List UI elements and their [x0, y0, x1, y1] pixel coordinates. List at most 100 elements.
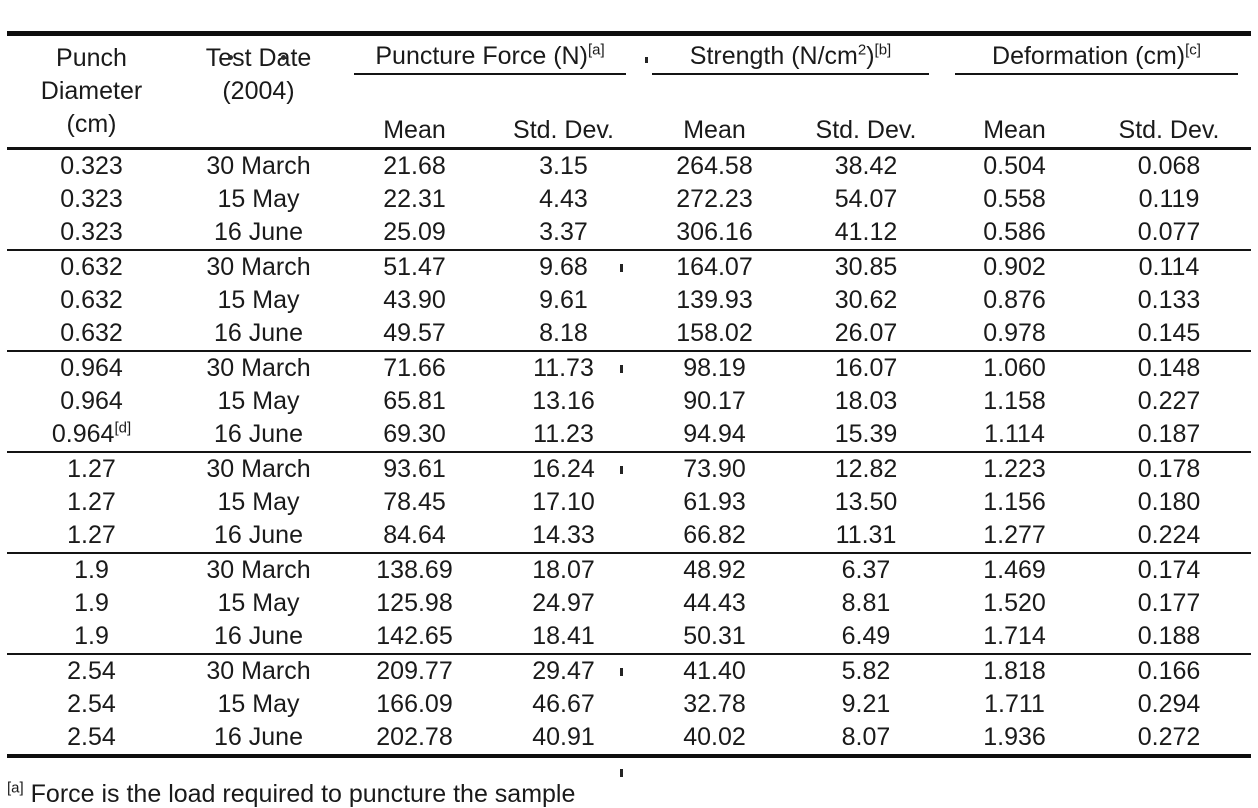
- column-header-test-date: Test Date (2004): [206, 44, 312, 105]
- table-cell: 0.294: [1137, 690, 1201, 718]
- table-cell: 1.520: [983, 589, 1046, 617]
- table-cell: 11.23: [488, 418, 639, 453]
- table-cell: 16.07: [834, 354, 898, 382]
- table-cell: 0.504: [983, 152, 1046, 180]
- table-cell: 1.9: [74, 556, 109, 584]
- table-cell: 66.82: [639, 519, 790, 554]
- scan-artifact-tick: [620, 466, 623, 474]
- table-cell: 11.73: [533, 354, 594, 382]
- table-cell: 1.9: [74, 589, 109, 617]
- column-header-d-std: Std. Dev.: [1118, 116, 1220, 144]
- table-row: 0.632 16 June 49.57 8.18 158.02 26.07 0.978 0.1…: [7, 317, 1251, 352]
- table-cell: 2.54: [67, 723, 116, 751]
- table-cell: 16.24: [532, 455, 595, 483]
- table-cell: 17.10: [532, 488, 595, 516]
- table-cell: 142.65: [341, 620, 488, 655]
- table-cell: 30 March: [206, 556, 311, 584]
- table-cell: 4.43: [539, 185, 588, 213]
- column-header-s-std: Std. Dev.: [815, 116, 917, 144]
- table-cell: 1.27: [67, 455, 116, 483]
- puncture-test-table: Punch Diameter (cm) Test Date (2004) Pun…: [7, 31, 1251, 758]
- table-cell: 1.060: [983, 354, 1046, 382]
- column-header-d-mean: Mean: [983, 116, 1046, 144]
- scan-artifact-tick: [620, 365, 623, 373]
- table-cell: 48.92: [683, 556, 746, 584]
- table-cell: 9.61: [539, 286, 588, 314]
- table-cell: 6.37: [841, 556, 891, 584]
- table-cell: 94.94: [639, 418, 790, 453]
- table-cell: 32.78: [683, 690, 746, 718]
- table-cell: 13.16: [532, 387, 595, 415]
- scan-artifact-tick: [620, 264, 623, 272]
- table-cell: 30.62: [834, 286, 898, 314]
- table-row: 0.323 16 June 25.09 3.37 306.16 41.12 0.586 0.0…: [7, 216, 1251, 251]
- table-cell: 264.58: [676, 152, 753, 180]
- table-cell: 18.41: [488, 620, 639, 655]
- footnote-marker: [b]: [874, 41, 892, 59]
- column-header-pf-std: Std. Dev.: [513, 116, 614, 144]
- table-row: 0.323 15 May 22.31 4.43 272.23 54.07 0.558 0.11…: [7, 183, 1251, 216]
- table-cell: 0.145: [1087, 317, 1251, 352]
- table-cell: 14.33: [488, 519, 639, 554]
- table-cell: 73.90: [683, 455, 746, 483]
- table-cell: 61.93: [683, 488, 746, 516]
- table-cell: 1.158: [983, 387, 1046, 415]
- table-cell: 2.54: [67, 690, 116, 718]
- column-header-punch-diameter: Punch Diameter (cm): [40, 44, 143, 138]
- table-cell: 0.148: [1137, 354, 1201, 382]
- table-cell: 1.114: [942, 418, 1087, 453]
- table-row: 0.964 15 May 65.81 13.16 90.17 18.03 1.158 0.22…: [7, 385, 1251, 418]
- table-cell: 5.82: [841, 657, 891, 685]
- table-row: 0.632 15 May 43.90 9.61 139.93 30.62 0.876 0.13…: [7, 284, 1251, 317]
- table-row: 1.27 30 March 93.61 16.24 73.90 12.82 1.223 0.1…: [7, 452, 1251, 486]
- table-row: 0.632 30 March 51.47 9.68 164.07 30.85 0.902 0.…: [7, 250, 1251, 284]
- table-cell: 8.81: [841, 589, 891, 617]
- table-cell: 0.323: [60, 185, 123, 213]
- table-cell: 166.09: [376, 690, 453, 718]
- table-row: 1.9 15 May 125.98 24.97 44.43 8.81 1.520 0.177: [7, 587, 1251, 620]
- table-header: Punch Diameter (cm) Test Date (2004) Pun…: [7, 34, 1251, 149]
- table-cell: 6.49: [790, 620, 942, 655]
- table-cell: 0.114: [1138, 253, 1200, 281]
- table-cell: 9.21: [841, 690, 891, 718]
- table-cell: 1.9: [7, 620, 176, 655]
- group-header-deformation: Deformation (cm)[c]: [942, 34, 1251, 89]
- table-cell: 41.40: [683, 657, 746, 685]
- exponent: 2: [857, 41, 867, 59]
- footnote-marker: [c]: [1185, 41, 1201, 59]
- table-cell: 11.31: [790, 519, 942, 554]
- table-cell: 0.133: [1137, 286, 1201, 314]
- table-cell: 0.902: [983, 253, 1046, 281]
- table-cell: 1.27: [7, 519, 176, 554]
- scan-artifact-tick: [620, 668, 623, 676]
- table-cell: 16 June: [176, 519, 341, 554]
- table-cell: 272.23: [676, 185, 753, 213]
- table-cell: 43.90: [383, 286, 446, 314]
- table-cell: 1.27: [67, 488, 116, 516]
- table-cell: 30.85: [834, 253, 898, 281]
- table-cell: 98.19: [683, 354, 746, 382]
- table-cell: 44.43: [683, 589, 746, 617]
- table-cell: 26.07: [790, 317, 942, 352]
- table-cell: 30 March: [206, 354, 311, 382]
- column-header-pf-mean: Mean: [383, 116, 446, 144]
- table-cell: 0.177: [1137, 589, 1201, 617]
- table-cell: 3.15: [539, 152, 588, 180]
- table-cell: 0.272: [1137, 723, 1201, 751]
- table-cell: 24.97: [532, 589, 595, 617]
- table-cell: 49.57: [341, 317, 488, 352]
- table-cell: 0.119: [1138, 185, 1200, 213]
- table-cell: 0.224: [1087, 519, 1251, 554]
- table-cell: 0.632: [7, 317, 176, 352]
- table-cell: 0.178: [1137, 455, 1201, 483]
- table-cell: 0.876: [983, 286, 1046, 314]
- table-cell: 22.31: [383, 185, 446, 213]
- table-cell: 306.16: [639, 216, 790, 251]
- table-cell: 46.67: [532, 690, 595, 718]
- table-cell: 0.227: [1137, 387, 1201, 415]
- table-cell: 1.277: [942, 519, 1087, 554]
- table-cell: 13.50: [834, 488, 898, 516]
- table-cell: 158.02: [639, 317, 790, 352]
- subheader-row: Mean Std. Dev. Mean Std. Dev. Mean Std. …: [7, 88, 1251, 149]
- table-cell: 0.180: [1137, 488, 1201, 516]
